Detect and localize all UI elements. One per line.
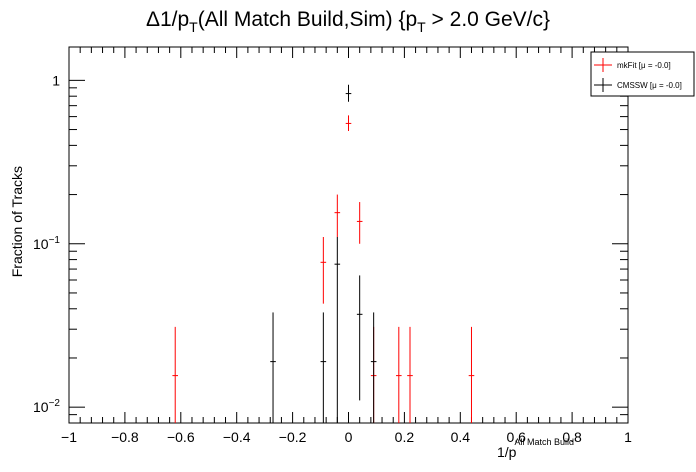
- legend-label: mkFit [μ = -0.0]: [617, 61, 671, 70]
- x-tick-label: −0.4: [223, 429, 251, 445]
- x-tick-label: −0.8: [111, 429, 139, 445]
- legend-entry: CMSSW [μ = -0.0]: [594, 78, 682, 92]
- data-series: [172, 84, 475, 423]
- y-tick-label: 10−2: [33, 398, 60, 415]
- data-point: [356, 202, 363, 244]
- legend-label: CMSSW [μ = -0.0]: [617, 81, 682, 90]
- data-point: [172, 326, 179, 423]
- y-axis-title: Fraction of Tracks: [9, 166, 25, 277]
- x-tick-label: 0: [345, 429, 353, 445]
- chart-title: Δ1/pT(All Match Build,Sim) {pT > 2.0 GeV…: [146, 8, 550, 35]
- y-axis: 1 10−1 10−2: [33, 72, 628, 424]
- data-point: [468, 326, 475, 423]
- data-point: [370, 312, 377, 423]
- data-point: [320, 236, 327, 304]
- y-tick-label: 10−1: [33, 235, 60, 252]
- legend-entry: mkFit [μ = -0.0]: [594, 58, 671, 72]
- series-1: [270, 84, 377, 423]
- data-point: [356, 275, 363, 401]
- y-tick-label: 1: [52, 72, 60, 88]
- data-point: [334, 236, 341, 423]
- data-point: [334, 194, 341, 237]
- x-tick-label: −0.6: [167, 429, 195, 445]
- legend: mkFit [μ = -0.0] CMSSW [μ = -0.0]: [590, 51, 695, 97]
- data-point: [270, 312, 276, 423]
- x-axis: −1 −0.8 −0.6 −0.4 −0.2 0 0.2 0.4 0.6 0.8 1: [61, 47, 632, 445]
- x-tick-label: −1: [61, 429, 77, 445]
- legend-box: [590, 51, 695, 97]
- data-point: [320, 312, 327, 423]
- x-tick-label: 0.4: [451, 429, 471, 445]
- x-tick-label: 0.8: [562, 429, 582, 445]
- plot-frame: [68, 46, 629, 424]
- data-point: [396, 326, 402, 423]
- x-tick-label: 0.2: [395, 429, 415, 445]
- data-point: [345, 84, 352, 102]
- x-tick-label: 0.6: [506, 429, 526, 445]
- data-point: [345, 115, 352, 131]
- x-tick-label: 1: [624, 429, 632, 445]
- data-point: [407, 326, 413, 423]
- x-tick-label: −0.2: [279, 429, 307, 445]
- x-axis-title: 1/pAll Match Build: [497, 437, 574, 460]
